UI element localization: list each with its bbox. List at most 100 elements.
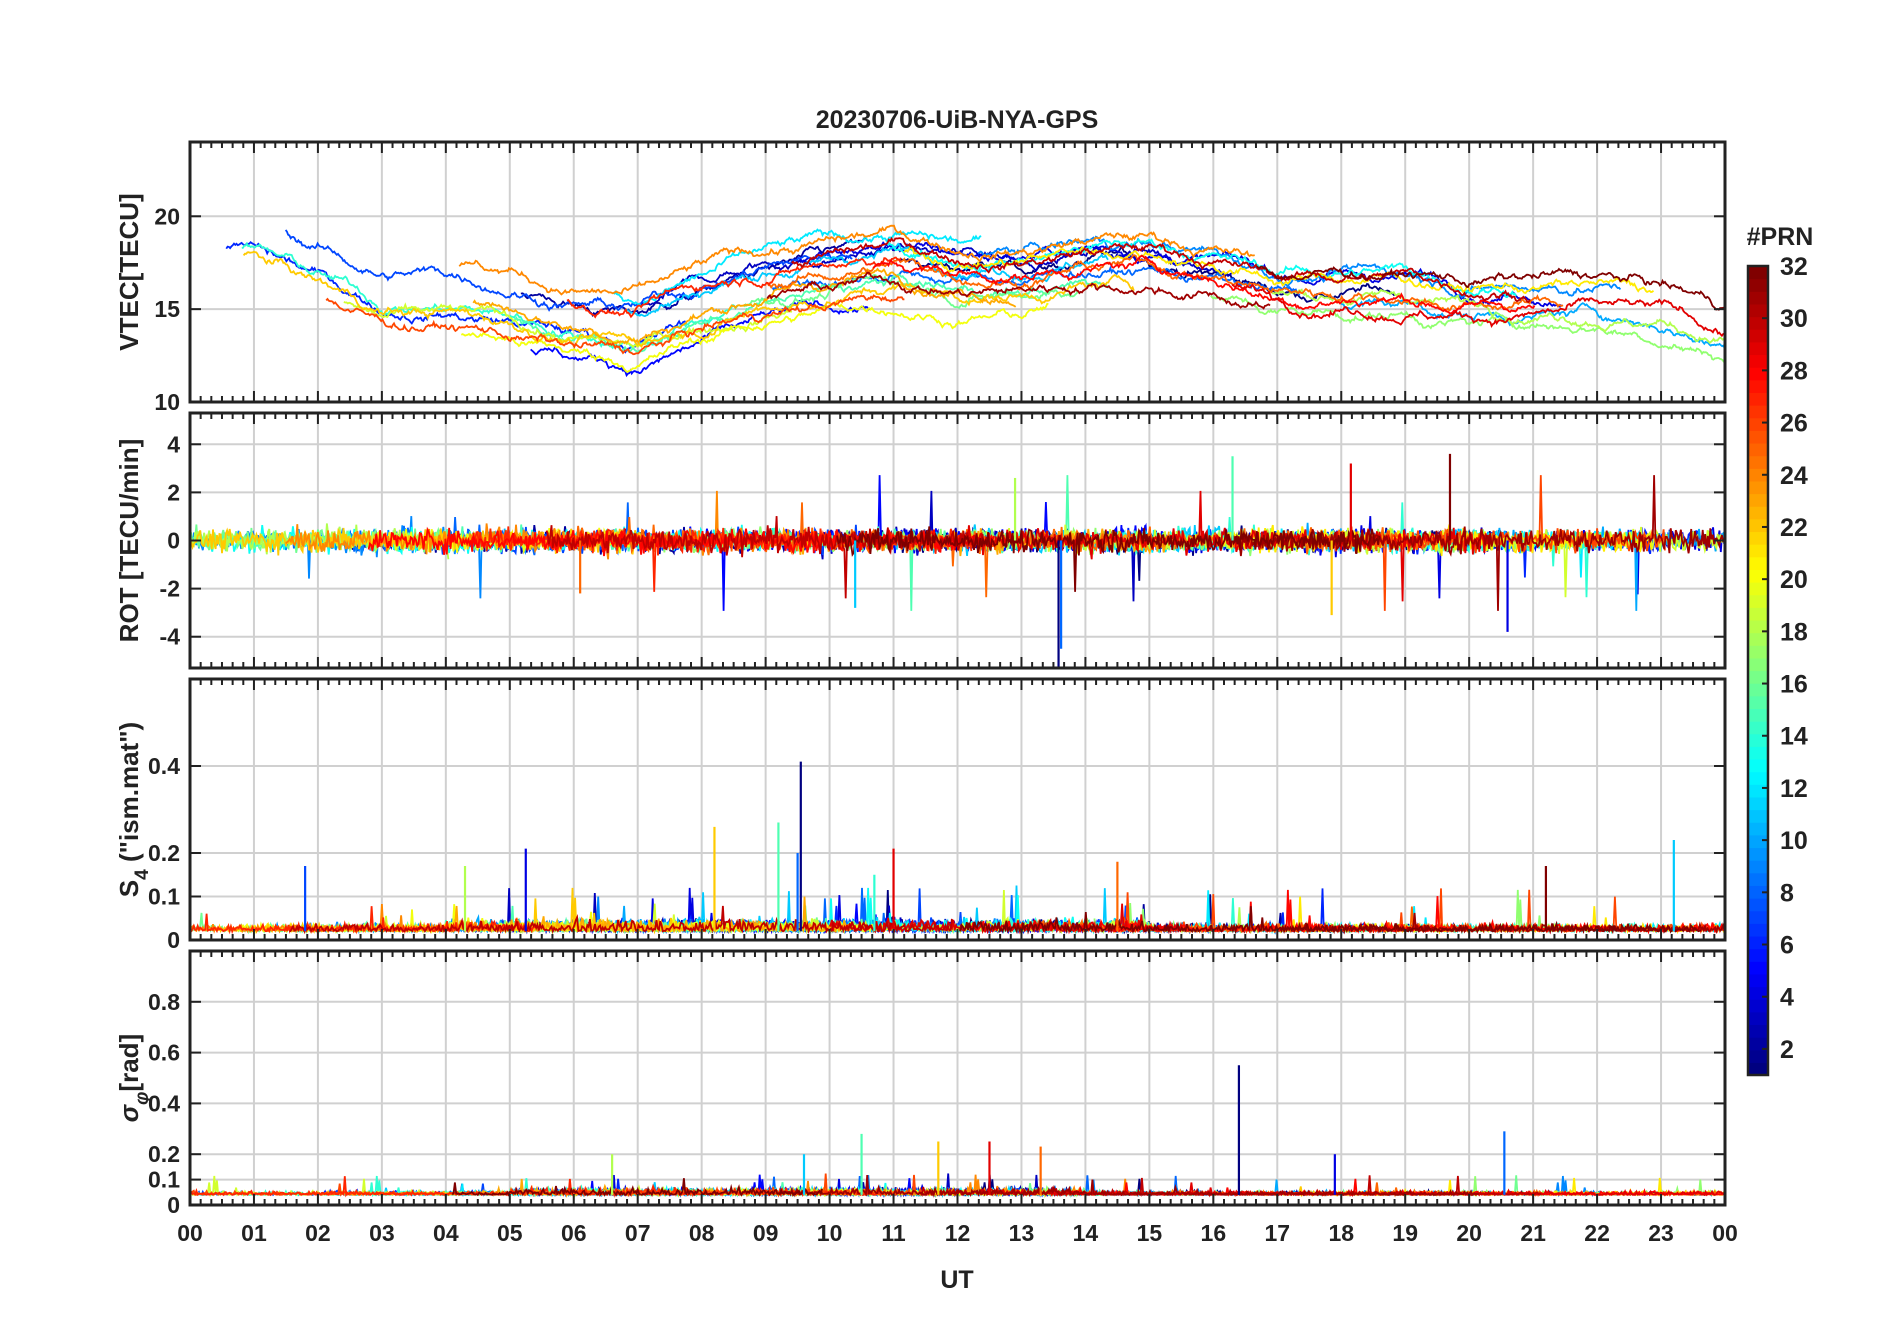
colorbar-segment xyxy=(1748,354,1768,368)
y-axis-label: S4 ("ism.mat") xyxy=(114,722,153,897)
colorbar-segment xyxy=(1748,329,1768,343)
series-group xyxy=(225,224,1725,378)
colorbar-segment xyxy=(1748,822,1768,836)
colorbar-segment xyxy=(1748,430,1768,444)
colorbar-segment xyxy=(1748,935,1768,950)
colorbar-segment xyxy=(1748,379,1768,394)
colorbar-segment xyxy=(1748,607,1768,621)
colorbar-segment xyxy=(1748,973,1768,988)
panel-frame xyxy=(188,949,1727,1207)
series-line-prn-20 xyxy=(460,302,1049,373)
colorbar-segment xyxy=(1748,1049,1768,1063)
x-tick-label: 07 xyxy=(625,1220,651,1246)
x-tick-label: 17 xyxy=(1264,1220,1290,1246)
colorbar-tick-label: 16 xyxy=(1780,671,1808,699)
colorbar-segment xyxy=(1748,847,1768,861)
series-line-prn-30 xyxy=(791,236,1531,304)
series-line-prn-4 xyxy=(1120,516,1725,599)
colorbar-tick-label: 20 xyxy=(1780,566,1808,594)
x-tick-label: 05 xyxy=(497,1220,523,1246)
colorbar-segment xyxy=(1748,898,1768,912)
y-axis-label: σφ[rad] xyxy=(114,1034,153,1122)
panel-vtec: 10 15 20 VTEC[TECU] xyxy=(114,140,1727,415)
colorbar-segment xyxy=(1748,872,1768,886)
colorbar-tick-label: 26 xyxy=(1780,410,1808,438)
colorbar-segment xyxy=(1748,569,1768,583)
y-tick-label: 0 xyxy=(167,528,180,554)
panel-rot: -4 -2 0 2 4 ROT [TECU/min] xyxy=(114,411,1727,670)
x-tick-label: 02 xyxy=(305,1220,331,1246)
colorbar-segment xyxy=(1748,670,1768,684)
colorbar-segment xyxy=(1748,291,1768,305)
x-tick-label: 22 xyxy=(1584,1220,1610,1246)
colorbar-segment xyxy=(1748,1037,1768,1051)
x-tick-label: 21 xyxy=(1520,1220,1546,1246)
colorbar-segment xyxy=(1748,923,1768,937)
y-tick-label: 2 xyxy=(167,479,180,505)
x-tick-label: 16 xyxy=(1201,1220,1227,1246)
colorbar-tick-label: 6 xyxy=(1780,932,1794,960)
colorbar-tick-label: 4 xyxy=(1780,984,1794,1012)
series-line-prn-27 xyxy=(566,256,902,319)
colorbar-tick-label: 28 xyxy=(1780,357,1808,385)
y-axis-label: ROT [TECU/min] xyxy=(114,439,144,643)
colorbar-segment xyxy=(1748,1024,1768,1038)
y-tick-label: 20 xyxy=(154,203,180,229)
series-line-prn-3 xyxy=(639,242,1235,307)
colorbar-segment xyxy=(1748,303,1768,318)
y-tick-label: 0.6 xyxy=(148,1040,180,1066)
series-line-prn-32 xyxy=(1256,265,1725,311)
x-tick-label: 06 xyxy=(561,1220,587,1246)
series-line-prn-17 xyxy=(1210,295,1725,364)
colorbar-segment xyxy=(1748,796,1768,811)
x-tick-label: 13 xyxy=(1009,1220,1035,1246)
x-tick-label: 04 xyxy=(433,1220,459,1246)
y-tick-label: 15 xyxy=(154,296,180,322)
x-tick-label: 01 xyxy=(241,1220,267,1246)
colorbar-segment xyxy=(1748,442,1768,457)
x-tick-label: 09 xyxy=(753,1220,779,1246)
y-tick-label: 0 xyxy=(167,927,180,953)
series-line-prn-18 xyxy=(1271,288,1725,345)
series-group xyxy=(190,761,1725,935)
series-line-prn-30 xyxy=(289,905,953,935)
colorbar-label: #PRN xyxy=(1747,223,1814,251)
series-line-prn-32 xyxy=(451,1178,823,1197)
x-tick-label: 19 xyxy=(1392,1220,1418,1246)
colorbar-segment xyxy=(1748,999,1768,1013)
colorbar-segment xyxy=(1748,1011,1768,1026)
colorbar-segment xyxy=(1748,278,1768,292)
series-line-prn-26 xyxy=(325,294,905,356)
colorbar-segment xyxy=(1748,721,1768,735)
x-tick-label: 11 xyxy=(881,1220,906,1246)
colorbar-segment xyxy=(1748,834,1768,849)
colorbar-tick-label: 8 xyxy=(1780,879,1794,907)
colorbar-tick-label: 12 xyxy=(1780,775,1808,803)
series-line-prn-30 xyxy=(545,516,990,599)
colorbar-segment xyxy=(1748,758,1768,773)
colorbar-segment xyxy=(1748,860,1768,874)
colorbar-segment xyxy=(1748,1062,1768,1076)
x-tick-label: 20 xyxy=(1456,1220,1482,1246)
colorbar-segment xyxy=(1748,708,1768,722)
x-tick-label: 08 xyxy=(689,1220,715,1246)
colorbar-segment xyxy=(1748,986,1768,1000)
series-line-prn-31 xyxy=(778,1174,1479,1198)
y-tick-label: 10 xyxy=(154,389,180,415)
colorbar-tick-label: 10 xyxy=(1780,827,1808,855)
colorbar-segment xyxy=(1748,556,1768,570)
colorbar-segment xyxy=(1748,544,1768,558)
x-tick-label: 15 xyxy=(1137,1220,1163,1246)
series-line-prn-22 xyxy=(242,250,1135,348)
series-line-prn-31 xyxy=(766,271,1271,310)
colorbar-segment xyxy=(1748,493,1768,507)
colorbar-segment xyxy=(1748,455,1768,469)
x-tick-label: 03 xyxy=(369,1220,395,1246)
colorbar-segment xyxy=(1748,506,1768,520)
colorbar-tick-label: 30 xyxy=(1780,305,1808,333)
series-line-prn-15 xyxy=(510,273,1110,354)
y-axis-label: VTEC[TECU] xyxy=(114,193,144,350)
series-line-prn-28 xyxy=(872,254,1536,315)
colorbar-segment xyxy=(1748,746,1768,760)
panel-sigma_phi: 00.10.2 0.4 0.6 0.8 σφ[rad] 00 01 02 03 04 05 06 07 0… xyxy=(114,949,1738,1246)
